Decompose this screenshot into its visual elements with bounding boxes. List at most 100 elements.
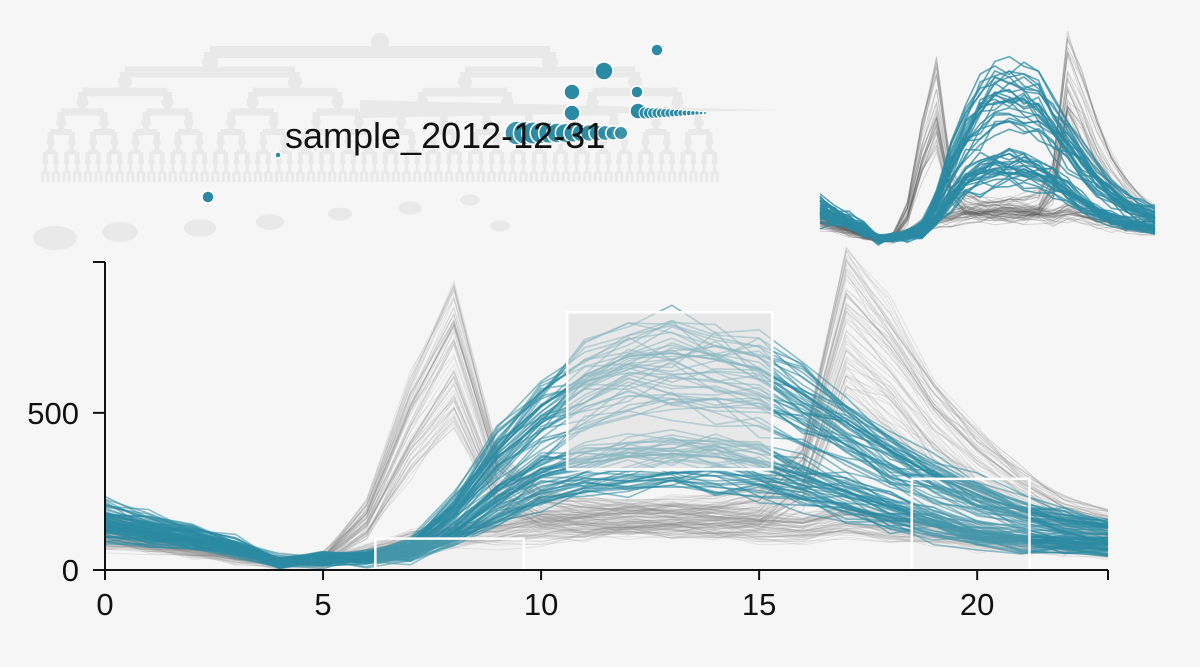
tree-branch [404,142,420,162]
y-tick-label: 500 [27,396,79,431]
selected-sample-label: sample_2012-12-31 [285,115,605,156]
tree-branch [264,162,273,182]
tree-node [693,117,704,127]
tree-node [110,138,119,146]
cluster-node [594,61,614,81]
tree-node [690,159,697,165]
tree-node [118,75,132,89]
tree-node [159,159,166,165]
tree-node [446,159,453,165]
tree-node [95,159,102,165]
tree-branch [574,142,590,162]
tree-node [183,117,194,127]
query-box-layer[interactable] [374,311,1031,572]
tree-node [98,117,109,127]
tree-branch [668,162,677,182]
tree-node [307,159,314,165]
tree-node [414,159,421,165]
tree-branch [85,142,101,162]
tree-branch [531,142,547,162]
tree-branch [106,142,122,162]
tree-branch [625,162,634,182]
tree-branch [659,142,675,162]
tree-node [116,159,123,165]
tree-node [499,159,506,165]
tree-node [76,96,89,108]
query-box[interactable] [566,311,774,471]
tree-node [651,117,662,127]
tree-node [435,159,442,165]
tree-node [641,138,650,146]
tree-node [311,117,322,127]
tree-leaf-blob [328,207,352,221]
tree-node [488,159,495,165]
x-tick-label: 20 [960,587,994,622]
tree-branch [340,142,356,162]
tree-node [63,159,70,165]
minimap-highlight-line [819,61,1156,239]
tree-node [259,138,268,146]
tree-node [365,138,374,146]
tree-branch [136,162,146,182]
tree-branch [126,162,135,182]
highlighted-series-line [104,484,1109,568]
tree-node [331,96,344,108]
tree-branch [298,142,314,162]
tree-branch [423,162,432,182]
tree-branch [519,162,528,182]
tree-node [212,159,219,165]
cluster-node [650,43,664,57]
tree-node [148,159,155,165]
tree-branch [638,142,654,162]
tree-node [541,159,548,165]
tree-branch [255,142,271,162]
tree-node [350,159,357,165]
tree-branch [476,162,486,182]
tree-branch [147,162,156,182]
cluster-path-highlight[interactable] [201,43,707,204]
overview-minimap[interactable] [819,30,1156,246]
tree-leaf-blob [256,214,284,230]
tree-leaf-blob [102,222,138,242]
tree-node [180,159,187,165]
tree-branch [149,142,165,162]
tree-node [74,159,81,165]
cluster-node [563,104,581,122]
tree-node [586,96,599,108]
cluster-node [630,85,644,99]
tree-node [233,159,240,165]
query-box[interactable] [374,537,525,572]
tree-branch [553,142,569,162]
tree-branch [213,142,229,162]
tree-branch [94,162,103,182]
tree-node [658,159,665,165]
tree-branch [189,162,199,182]
tree-node [42,159,49,165]
tree-branch [381,162,390,182]
tree-node [276,159,283,165]
tree-node [216,138,225,146]
context-series-line [104,522,1109,568]
tree-node [647,159,654,165]
tree-node [322,138,331,146]
tree-node [301,138,310,146]
tree-branch [243,162,252,182]
tree-node [84,159,91,165]
tree-node [297,159,304,165]
tree-branch [234,142,250,162]
x-tick-label: 5 [314,587,331,622]
chart-axes: 0 5 10 15 20 0 500 [27,261,1109,622]
tree-branch [73,162,82,182]
tree-node [46,138,55,146]
tree-node [339,159,346,165]
tree-node [52,159,59,165]
tree-node [246,96,259,108]
tree-branch [317,162,326,182]
tree-branch [361,142,377,162]
tree-node [161,96,174,108]
tree-leaf-blob [490,220,510,232]
tree-branch [444,162,454,182]
tree-node [669,159,676,165]
query-box[interactable] [910,477,1031,572]
tree-node [608,117,619,127]
